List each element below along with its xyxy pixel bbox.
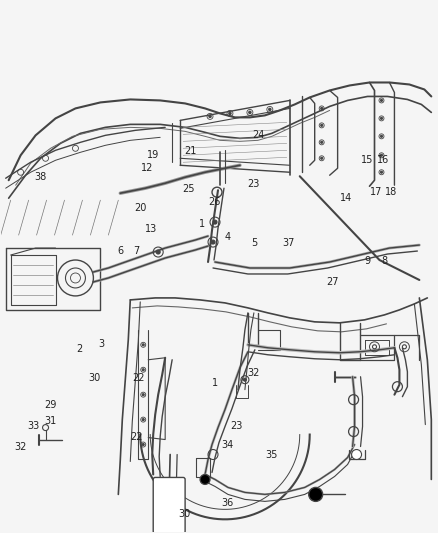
Text: 4: 4 (225, 232, 231, 243)
Text: 32: 32 (14, 442, 27, 452)
Circle shape (142, 418, 144, 421)
Text: 12: 12 (141, 163, 153, 173)
Text: 17: 17 (370, 187, 382, 197)
Text: 18: 18 (385, 187, 398, 197)
Circle shape (321, 124, 323, 126)
Text: 19: 19 (147, 150, 159, 160)
Text: 13: 13 (145, 224, 157, 235)
Text: 23: 23 (248, 179, 260, 189)
Circle shape (200, 474, 210, 484)
Text: 8: 8 (382, 256, 388, 266)
Text: 23: 23 (230, 421, 243, 431)
Circle shape (321, 108, 323, 109)
Text: 1: 1 (198, 219, 205, 229)
Circle shape (142, 443, 144, 446)
Text: 32: 32 (248, 368, 260, 378)
Text: 20: 20 (134, 203, 147, 213)
Circle shape (309, 487, 323, 502)
Text: 7: 7 (133, 246, 139, 255)
Text: 35: 35 (265, 450, 278, 460)
Circle shape (268, 108, 271, 111)
Text: 15: 15 (361, 155, 374, 165)
Circle shape (403, 345, 406, 349)
Text: 2: 2 (76, 344, 82, 354)
Text: 37: 37 (283, 238, 295, 247)
Text: 24: 24 (252, 130, 265, 140)
Text: 14: 14 (339, 193, 352, 204)
Text: 33: 33 (27, 421, 39, 431)
Circle shape (381, 135, 382, 138)
Circle shape (381, 154, 382, 156)
Text: 9: 9 (364, 256, 371, 266)
Text: 5: 5 (251, 238, 257, 247)
Circle shape (244, 378, 247, 381)
Text: 29: 29 (45, 400, 57, 410)
Circle shape (156, 250, 160, 254)
Text: 22: 22 (132, 373, 145, 383)
Text: 22: 22 (130, 432, 142, 442)
Text: 1: 1 (212, 378, 218, 389)
Circle shape (381, 100, 382, 101)
Circle shape (381, 117, 382, 119)
Text: 30: 30 (178, 508, 190, 519)
Text: 34: 34 (222, 440, 234, 450)
Text: 30: 30 (88, 373, 101, 383)
Text: 36: 36 (222, 498, 234, 508)
Circle shape (249, 111, 251, 114)
Text: 26: 26 (208, 197, 221, 207)
Text: 31: 31 (45, 416, 57, 426)
Text: 3: 3 (98, 338, 104, 349)
Circle shape (229, 112, 231, 115)
Circle shape (142, 369, 144, 371)
Circle shape (142, 394, 144, 395)
Circle shape (381, 171, 382, 173)
Circle shape (209, 115, 211, 118)
Text: 21: 21 (184, 146, 197, 156)
Text: 27: 27 (326, 278, 339, 287)
Circle shape (142, 344, 144, 346)
Circle shape (372, 345, 377, 349)
Circle shape (321, 141, 323, 143)
Circle shape (211, 240, 215, 244)
Text: 25: 25 (182, 184, 194, 195)
Text: 6: 6 (118, 246, 124, 255)
Text: 38: 38 (34, 172, 46, 182)
Circle shape (321, 157, 323, 159)
FancyBboxPatch shape (153, 478, 185, 533)
Circle shape (213, 220, 217, 224)
Text: 16: 16 (377, 155, 389, 165)
Circle shape (352, 449, 361, 459)
